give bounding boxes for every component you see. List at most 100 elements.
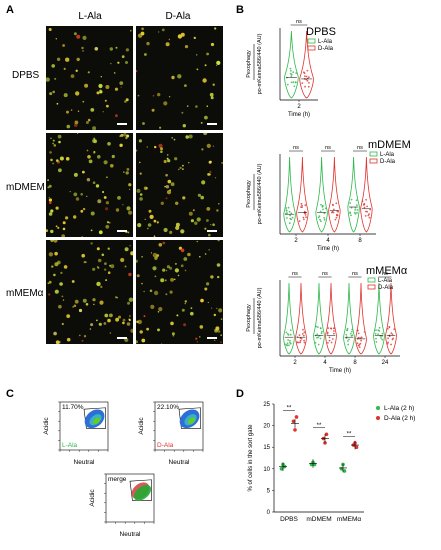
scale-bar [117,230,127,232]
puncta [73,32,77,36]
puncta [196,68,199,71]
puncta [109,47,113,51]
legend-label: L-Ala (2 h) [384,405,414,412]
puncta [218,203,220,205]
puncta [74,120,79,125]
violin-point [356,211,358,214]
puncta [82,170,85,174]
violin-point [331,338,334,340]
ns-label: ns [293,145,299,151]
violin-chart-dpbs: Pexophagy po-mKeima586/440 (AU) ns 2 Time (h… [246,19,336,118]
puncta [66,314,71,318]
puncta [105,224,110,229]
violin-point [291,216,294,219]
puncta [96,91,100,95]
data-point [279,467,284,471]
puncta [48,198,52,202]
violin-point [335,202,338,205]
puncta [63,67,66,70]
puncta [196,54,198,56]
puncta [103,322,107,325]
puncta [208,233,211,237]
puncta [176,314,179,317]
violin-point [387,337,389,340]
puncta [146,327,149,331]
puncta [184,45,189,49]
violin-chart-mmema: Pexophagy po-mKeima586/440 (AU) ns 2 ns 4 ns 8 n… [246,265,408,374]
puncta [125,98,129,102]
puncta [128,272,132,277]
puncta [195,105,198,108]
puncta [126,322,131,326]
violin-point [303,339,305,342]
puncta [169,290,173,294]
puncta [215,64,218,66]
violin-l-ala [283,156,296,233]
puncta [173,138,176,141]
violin-point [300,206,302,208]
puncta [125,61,128,64]
puncta [90,323,94,327]
violin-point [301,82,304,84]
puncta [150,252,153,254]
puncta [124,100,127,103]
violin-point [375,341,378,343]
puncta [167,179,172,184]
puncta [100,285,103,288]
puncta [175,201,179,205]
population-l-ala [133,484,152,501]
puncta [141,256,143,258]
micrograph-dpbs-l-ala [46,26,133,130]
violin-point [303,218,305,221]
puncta [158,307,163,312]
micrograph-mdmem-d-ala [136,133,223,237]
puncta [139,197,143,201]
violin-point [289,214,291,217]
puncta [110,164,114,168]
puncta [137,223,142,228]
puncta [200,195,204,200]
violin-point [304,214,307,216]
data-point [323,441,327,445]
y-tick-label: 10 [263,467,270,473]
puncta [55,206,59,210]
y-tick-label: 0 [267,510,271,516]
violin-point [319,327,322,330]
puncta [125,136,128,140]
puncta [109,313,113,318]
puncta [165,42,170,47]
puncta [87,118,91,122]
puncta [209,170,212,174]
puncta [66,124,71,129]
violin-point [367,214,370,217]
violin-point [293,85,296,88]
data-point [293,428,297,432]
legend-swatch [307,38,316,44]
puncta [217,330,221,333]
puncta [73,304,77,308]
puncta [52,139,55,142]
y-axis-label-acidic: Acidic [138,417,145,435]
ns-label: ns [352,271,358,277]
puncta [99,300,104,305]
y-axis-label-acidic: Acidic [43,417,50,435]
puncta [53,331,57,336]
puncta [178,168,180,171]
violin-point [354,212,357,215]
y-axis-label-keima: po-mKeima586/440 (AU) [257,163,263,224]
puncta [171,75,175,80]
violin-point [285,207,288,209]
violin-point [322,208,324,211]
y-axis-label-pexophagy: Pexophagy [246,304,252,332]
scale-bar [207,337,217,339]
puncta [196,217,201,222]
puncta [78,334,81,337]
puncta [204,115,208,120]
violin-point [316,337,318,339]
puncta [168,96,171,98]
violin-point [349,332,352,335]
violin-point [288,222,291,225]
chart-title: DPBS [306,26,336,38]
violin-point [360,336,363,339]
puncta [52,142,54,145]
